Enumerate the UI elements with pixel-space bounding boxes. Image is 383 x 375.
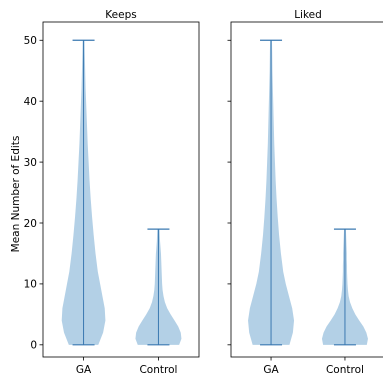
panel-title: Liked bbox=[294, 9, 322, 21]
y-tick-label: 20 bbox=[24, 218, 37, 230]
x-tick-label: GA bbox=[263, 364, 279, 375]
panel-title: Keeps bbox=[105, 9, 136, 21]
y-tick-label: 0 bbox=[30, 340, 37, 352]
y-tick-label: 50 bbox=[24, 35, 37, 47]
x-tick-label: Control bbox=[326, 364, 364, 375]
y-axis-label: Mean Number of Edits bbox=[10, 136, 22, 253]
panel-liked: Liked GA Control bbox=[227, 9, 383, 375]
chart-panels: Keeps GA Control 0 10 20 30 40 50 Liked GA Control bbox=[24, 9, 383, 375]
x-tick-label: GA bbox=[76, 364, 92, 375]
y-tick-label: 30 bbox=[24, 157, 37, 169]
plot-frame bbox=[230, 21, 383, 358]
plot-frame bbox=[42, 21, 200, 358]
x-tick-label: Control bbox=[139, 364, 177, 375]
y-tick-label: 40 bbox=[24, 96, 37, 108]
panel-keeps: Keeps GA Control 0 10 20 30 40 50 bbox=[24, 9, 200, 375]
y-tick-label: 10 bbox=[24, 279, 37, 291]
